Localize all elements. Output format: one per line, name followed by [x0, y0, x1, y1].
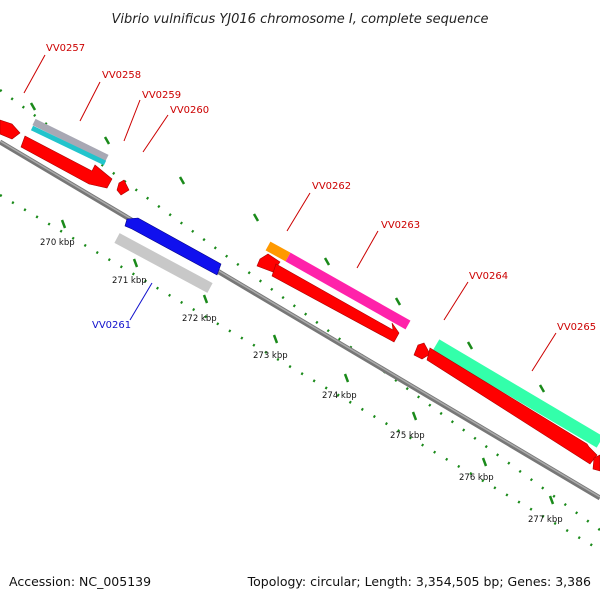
gene-vv0265: [426, 347, 598, 465]
tick-label-274: 274 kbp: [322, 391, 357, 401]
gene-label-vv0265: VV0265: [557, 322, 596, 333]
gene-label-vv0262: VV0262: [312, 181, 351, 192]
gene-label-vv0261: VV0261: [92, 320, 131, 331]
tick-label-271: 271 kbp: [112, 276, 147, 286]
reverse-genes: [114, 217, 222, 293]
forward-genes: [0, 119, 600, 472]
sequence-backbone: [0, 139, 600, 501]
tick-label-270: 270 kbp: [40, 238, 75, 248]
cog-bar-vv0261: [114, 233, 213, 293]
gene-label-vv0259: VV0259: [142, 90, 181, 101]
gene-vv0263: [271, 263, 400, 343]
accession-text: Accession: NC_005139: [9, 574, 151, 589]
gene-vv0260: [116, 179, 130, 196]
cog-bar-vv0265: [432, 339, 600, 448]
gene-label-vv0258: VV0258: [102, 70, 141, 81]
tick-label-272: 272 kbp: [182, 314, 217, 324]
callout-lines: [23, 54, 557, 372]
gene-label-vv0264: VV0264: [469, 271, 508, 282]
gene-label-vv0260: VV0260: [170, 105, 209, 116]
inner-major-ticks: [60, 219, 555, 505]
gene-vv0261: [124, 217, 222, 276]
gene-vv0258: [20, 135, 113, 189]
gene-label-vv0263: VV0263: [381, 220, 420, 231]
topology-text: Topology: circular; Length: 3,354,505 bp…: [247, 574, 591, 589]
tick-label-277: 277 kbp: [528, 515, 563, 525]
cog-bar-vv0258-gray: [32, 118, 109, 162]
cog-bar-vv0263: [285, 252, 411, 330]
cog-bar-vv0262: [265, 241, 291, 262]
gene-next: [592, 454, 600, 472]
gene-label-vv0257: VV0257: [46, 43, 85, 54]
inner-tick-track: [0, 193, 600, 552]
cog-bar-vv0258-cyan: [30, 125, 107, 166]
tick-label-275: 275 kbp: [390, 431, 425, 441]
outer-major-ticks: [29, 102, 546, 393]
cog-feature-ring: [30, 118, 600, 448]
gene-vv0257: [0, 119, 21, 140]
tick-label-276: 276 kbp: [459, 473, 494, 483]
map-title: Vibrio vulnificus YJ016 chromosome I, co…: [111, 12, 488, 27]
tick-label-273: 273 kbp: [253, 351, 288, 361]
gene-vv0264: [413, 342, 431, 360]
